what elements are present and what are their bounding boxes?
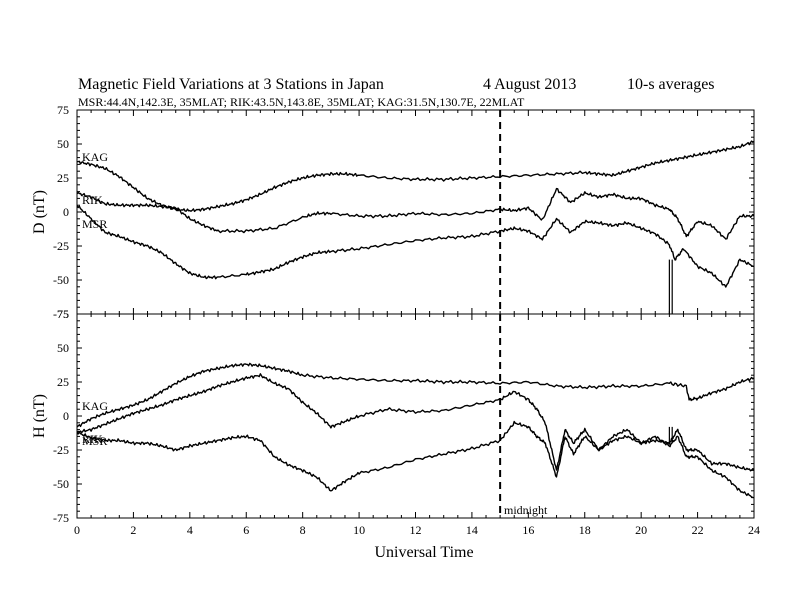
ytick-label-h-3: 0 bbox=[63, 409, 69, 423]
label-msr-d: MSR bbox=[82, 217, 107, 231]
ytick-label-h-2: 25 bbox=[57, 375, 69, 389]
xtick-label-10: 20 bbox=[635, 523, 647, 537]
xtick-label-12: 24 bbox=[748, 523, 760, 537]
ytick-label-d-6: -75 bbox=[53, 307, 69, 321]
ytick-label-d-4: -25 bbox=[53, 239, 69, 253]
label-rik-d: RIK bbox=[82, 193, 103, 207]
ytick-label-d-5: -50 bbox=[53, 273, 69, 287]
ytick-label-h-6: -75 bbox=[53, 511, 69, 525]
ytick-label-h-1: 50 bbox=[57, 341, 69, 355]
xtick-label-11: 22 bbox=[692, 523, 704, 537]
ytick-label-d-2: 25 bbox=[57, 171, 69, 185]
figure-title: Magnetic Field Variations at 3 Stations … bbox=[78, 76, 384, 93]
panel-h-ylabel: H (nT) bbox=[31, 394, 48, 438]
figure-averaging: 10-s averages bbox=[627, 76, 715, 93]
xtick-label-6: 12 bbox=[410, 523, 422, 537]
series-rik-d bbox=[76, 187, 755, 240]
panel-h-series bbox=[76, 314, 755, 518]
panel-d-ticks: 75 50 25 0 -25 -50 -75 bbox=[53, 103, 755, 321]
series-msr-h bbox=[76, 420, 755, 499]
ytick-label-h-5: -50 bbox=[53, 477, 69, 491]
panel-d-series bbox=[76, 110, 755, 314]
panel-d: 75 50 25 0 -25 -50 -75 KAG RIK MSR D (nT) bbox=[31, 103, 755, 321]
midnight-label: midnight bbox=[504, 503, 548, 517]
ytick-label-d-1: 50 bbox=[57, 137, 69, 151]
xtick-label-7: 14 bbox=[466, 523, 478, 537]
xtick-label-9: 18 bbox=[579, 523, 591, 537]
label-kag-h: KAG bbox=[82, 399, 108, 413]
label-kag-d: KAG bbox=[82, 150, 108, 164]
x-axis-label: Universal Time bbox=[374, 544, 473, 561]
series-kag-h bbox=[76, 362, 755, 428]
panel-d-frame bbox=[76, 109, 755, 315]
label-rik-h: RIK bbox=[82, 432, 103, 446]
xtick-label-4: 8 bbox=[300, 523, 306, 537]
ytick-label-d-3: 0 bbox=[63, 205, 69, 219]
ytick-label-h-0: 75 bbox=[57, 307, 69, 321]
series-kag-d bbox=[76, 140, 755, 213]
ytick-label-d-0: 75 bbox=[57, 103, 69, 117]
panel-h-frame bbox=[76, 313, 755, 519]
series-rik-h bbox=[76, 373, 755, 472]
xtick-label-1: 2 bbox=[130, 523, 136, 537]
xtick-label-8: 16 bbox=[522, 523, 534, 537]
xtick-label-3: 6 bbox=[243, 523, 249, 537]
xtick-label-0: 0 bbox=[74, 523, 80, 537]
ytick-label-h-4: -25 bbox=[53, 443, 69, 457]
series-msr-d bbox=[76, 205, 755, 288]
xtick-label-2: 4 bbox=[187, 523, 193, 537]
label-msr-h: MSR bbox=[82, 434, 107, 448]
figure-stations: MSR:44.4N,142.3E, 35MLAT; RIK:43.5N,143.… bbox=[78, 95, 525, 109]
xtick-label-5: 10 bbox=[353, 523, 365, 537]
panel-d-ylabel: D (nT) bbox=[31, 190, 48, 234]
figure-date: 4 August 2013 bbox=[483, 76, 576, 93]
